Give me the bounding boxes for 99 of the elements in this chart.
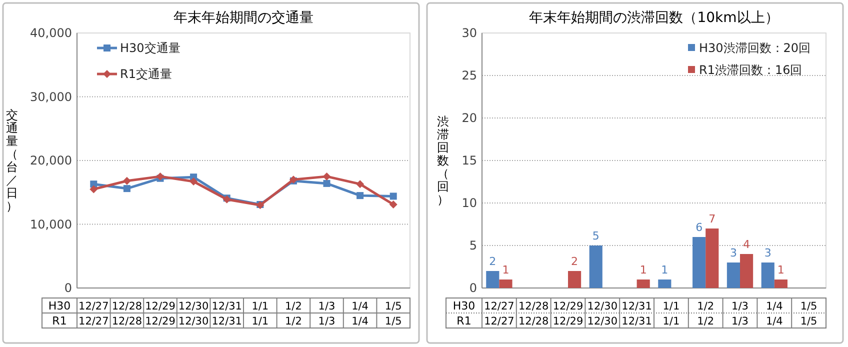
bar [774, 280, 788, 288]
x-tick-label: 12/30 [178, 300, 209, 312]
x-tick-label: 12/28 [518, 300, 549, 312]
data-label: 6 [696, 221, 703, 234]
text: 12/30 [587, 316, 618, 328]
text: 12/31 [212, 316, 242, 328]
text: 1/3 [732, 316, 748, 328]
point [156, 172, 164, 180]
data-label: 1 [661, 264, 668, 276]
x-tick-label: 1/5 [800, 300, 818, 312]
x-tick-label: 12/27 [78, 300, 109, 312]
text: 12/27 [484, 316, 514, 328]
bar [636, 280, 650, 288]
y-tick-label: 25 [462, 68, 477, 82]
text: 1/1 [252, 316, 269, 328]
text: 1/5 [384, 316, 402, 328]
bar [486, 271, 500, 288]
x-tick-label: 1/4 [352, 300, 369, 312]
text: 1/1 [662, 316, 680, 328]
text: 12/28 [518, 316, 549, 328]
point [323, 180, 330, 187]
point [122, 176, 131, 185]
x-tick-label: 1/5 [384, 300, 402, 312]
text: R1 [52, 314, 67, 328]
text: 1/2 [284, 316, 302, 328]
data-label: 1 [777, 264, 784, 276]
point [123, 185, 130, 192]
bar [692, 237, 706, 288]
x-tick-label: 1/4 [766, 300, 784, 312]
point [390, 192, 397, 200]
bar [499, 280, 512, 288]
text: 1/5 [800, 316, 818, 328]
y-tick-label: 20 [462, 111, 477, 125]
x-tick-label: 12/28 [112, 300, 142, 312]
legend-label: H30渋滞回数：20回 [699, 41, 811, 55]
y-tick-label: 10 [462, 196, 477, 210]
x-tick-label: 12/27 [484, 300, 514, 312]
text: 1/3 [318, 316, 336, 328]
bar [568, 271, 582, 288]
x-tick-label: 12/30 [587, 300, 618, 312]
y-tick-label: 15 [462, 154, 477, 168]
text: H30 [48, 300, 71, 312]
text: 1/4 [766, 316, 784, 328]
text: 12/31 [622, 316, 652, 328]
point [90, 185, 98, 194]
point [322, 172, 331, 180]
point [389, 200, 398, 208]
legend-label: H30交通量 [120, 41, 180, 55]
x-tick-label: 1/2 [697, 300, 714, 312]
data-label: 3 [730, 246, 737, 260]
x-tick-label: 12/29 [145, 300, 176, 312]
y-tick-label: 0 [469, 281, 477, 295]
data-label: 3 [764, 246, 772, 260]
y-tick-label: 5 [469, 238, 477, 252]
x-tick-label: 1/1 [252, 300, 269, 312]
legend-label: R1渋滞回数：16回 [699, 63, 802, 77]
data-label: 2 [571, 255, 578, 268]
text: 12/29 [552, 316, 584, 328]
text: 1/4 [352, 316, 369, 328]
data-label: 7 [708, 212, 716, 226]
y-axis-title: 渋滞回数（回） [437, 114, 449, 206]
text: 12/29 [145, 316, 176, 328]
point [190, 178, 198, 186]
text: R1 [456, 314, 472, 328]
bar [706, 228, 719, 288]
point [356, 180, 364, 188]
x-tick-label: 12/31 [622, 300, 652, 312]
y-tick-label: 20,000 [30, 154, 72, 168]
data-label: 1 [640, 264, 647, 276]
x-tick-label: 12/29 [552, 300, 584, 312]
chart-title: 年末年始期間の渋滞回数（10km以上） [529, 10, 779, 26]
data-label: 5 [592, 230, 600, 242]
bar [740, 254, 754, 288]
x-tick-label: 1/3 [732, 300, 748, 312]
text: 1/2 [697, 316, 714, 328]
x-tick-label: 1/1 [662, 300, 680, 312]
text: H30 [452, 300, 476, 312]
data-label: 2 [489, 255, 496, 268]
data-label: 4 [743, 238, 750, 251]
bar [726, 262, 740, 288]
text: 12/27 [78, 316, 109, 328]
y-tick-label: 30 [462, 26, 477, 40]
x-tick-label: 1/2 [284, 300, 302, 312]
data-label: 1 [502, 264, 510, 276]
y-tick-label: 30,000 [30, 90, 72, 104]
bar [658, 280, 672, 288]
legend-label: R1交通量 [120, 67, 172, 81]
y-axis-title: 交通量（台／日） [6, 108, 18, 213]
y-tick-label: 0 [64, 281, 72, 295]
y-tick-label: 10,000 [30, 217, 72, 232]
y-tick-label: 40,000 [30, 26, 72, 40]
x-tick-label: 1/3 [318, 300, 336, 312]
text: 12/30 [178, 316, 209, 328]
text: 12/28 [112, 316, 142, 328]
point [356, 192, 364, 200]
bar [589, 246, 602, 288]
x-tick-label: 12/31 [212, 300, 242, 312]
chart-title: 年末年始期間の交通量 [174, 10, 314, 26]
bar [761, 262, 774, 288]
